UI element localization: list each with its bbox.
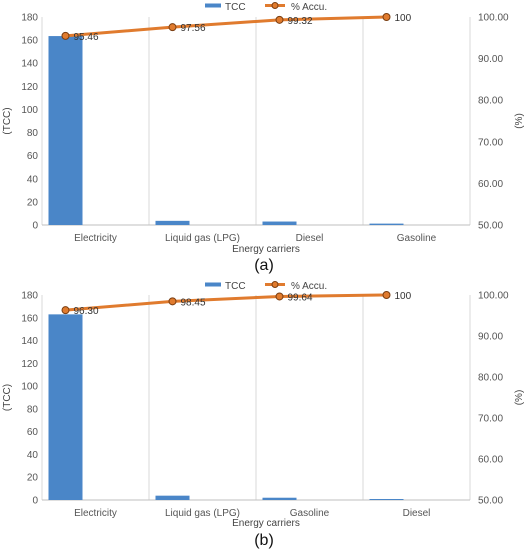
y-left-tick-label: 60 [27, 151, 39, 162]
y-left-tick-label: 140 [21, 59, 38, 70]
y-left-tick-label: 60 [27, 427, 39, 438]
panel-label: (b) [254, 532, 274, 549]
y-left-axis-title: (TCC) [2, 384, 13, 411]
y-right-tick-label: 50.00 [478, 496, 503, 507]
legend-marker-accu [271, 281, 279, 288]
legend-label-accu: % Accu. [291, 281, 327, 292]
y-left-axis-title: (TCC) [2, 107, 13, 134]
legend-label-tcc: TCC [225, 2, 246, 13]
x-axis-title: Energy carriers [232, 244, 300, 255]
line-point [61, 306, 70, 315]
x-tick-label: Electricity [74, 508, 117, 519]
y-right-tick-label: 100.00 [478, 291, 509, 302]
bar-tcc [369, 499, 404, 500]
y-left-tick-label: 20 [27, 197, 39, 208]
x-tick-label: Diesel [403, 508, 431, 519]
legend-marker-accu [271, 2, 279, 9]
line-data-label: 96.30 [74, 306, 99, 317]
y-right-tick-label: 60.00 [478, 455, 503, 466]
line-data-label: 99.32 [288, 16, 313, 27]
line-data-label: 95.46 [74, 32, 99, 43]
y-right-tick-label: 90.00 [478, 54, 503, 65]
x-tick-label: Gasoline [397, 233, 437, 244]
line-point [61, 31, 70, 40]
y-left-tick-label: 140 [21, 336, 38, 347]
line-data-label: 100 [395, 13, 412, 24]
panel-label: (a) [254, 257, 274, 274]
line-point [168, 23, 177, 32]
legend-label-tcc: TCC [225, 281, 246, 292]
y-left-tick-label: 120 [21, 82, 38, 93]
y-left-tick-label: 20 [27, 473, 39, 484]
y-left-tick-label: 180 [21, 13, 38, 24]
line-point [275, 15, 284, 24]
line-accumulated-percent [65, 15, 387, 38]
y-right-tick-label: 60.00 [478, 179, 503, 190]
y-left-tick-label: 80 [27, 404, 39, 415]
legend-swatch-tcc [205, 3, 221, 8]
x-tick-label: Liquid gas (LPG) [165, 233, 240, 244]
y-right-tick-label: 70.00 [478, 137, 503, 148]
line-data-label: 100 [395, 291, 412, 302]
y-left-tick-label: 40 [27, 450, 39, 461]
x-tick-label: Electricity [74, 233, 117, 244]
bar-tcc [369, 223, 404, 225]
bar-tcc [262, 497, 297, 500]
x-tick-label: Liquid gas (LPG) [165, 508, 240, 519]
y-left-tick-label: 40 [27, 174, 39, 185]
chart-panel-a: 0 20 40 60 80 100 120 140 160 180 50.00 60.00 70.00 8… [2, 2, 525, 274]
y-right-tick-label: 70.00 [478, 414, 503, 425]
line-point [168, 297, 177, 306]
chart-panel-b: 0 20 40 60 80 100 120 140 160 180 50.00 60.00 70.00 8… [2, 281, 525, 549]
y-right-tick-label: 80.00 [478, 373, 503, 384]
legend-label-accu: % Accu. [291, 2, 327, 13]
x-tick-label: Diesel [296, 233, 324, 244]
y-left-tick-label: 160 [21, 36, 38, 47]
line-data-label: 97.56 [181, 23, 206, 34]
y-right-axis-title: (%) [514, 390, 525, 406]
legend-swatch-tcc [205, 282, 221, 287]
line-data-label: 99.64 [288, 292, 313, 303]
bar-tcc [48, 314, 83, 500]
line-point [382, 13, 391, 21]
y-right-tick-label: 90.00 [478, 332, 503, 343]
line-accumulated-percent [65, 293, 387, 312]
x-tick-label: Gasoline [290, 508, 330, 519]
y-left-tick-label: 160 [21, 313, 38, 324]
y-left-tick-label: 0 [32, 496, 38, 507]
line-point [275, 292, 284, 301]
y-right-axis-title: (%) [514, 113, 525, 129]
y-left-tick-label: 80 [27, 128, 39, 139]
bar-tcc [48, 36, 83, 225]
y-left-tick-label: 0 [32, 221, 38, 232]
y-left-tick-label: 100 [21, 382, 38, 393]
y-left-tick-label: 100 [21, 105, 38, 116]
bar-tcc [155, 220, 190, 225]
y-right-tick-label: 50.00 [478, 221, 503, 232]
y-left-tick-label: 120 [21, 359, 38, 370]
bar-tcc [155, 495, 190, 500]
y-left-tick-label: 180 [21, 291, 38, 302]
line-point [382, 291, 391, 299]
x-axis-title: Energy carriers [232, 518, 300, 529]
y-right-tick-label: 80.00 [478, 96, 503, 107]
y-right-tick-label: 100.00 [478, 13, 509, 24]
line-data-label: 98.45 [181, 297, 206, 308]
bar-tcc [262, 221, 297, 225]
